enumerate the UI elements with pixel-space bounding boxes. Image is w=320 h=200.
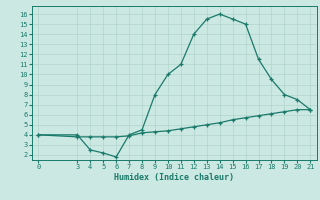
X-axis label: Humidex (Indice chaleur): Humidex (Indice chaleur) <box>115 173 234 182</box>
